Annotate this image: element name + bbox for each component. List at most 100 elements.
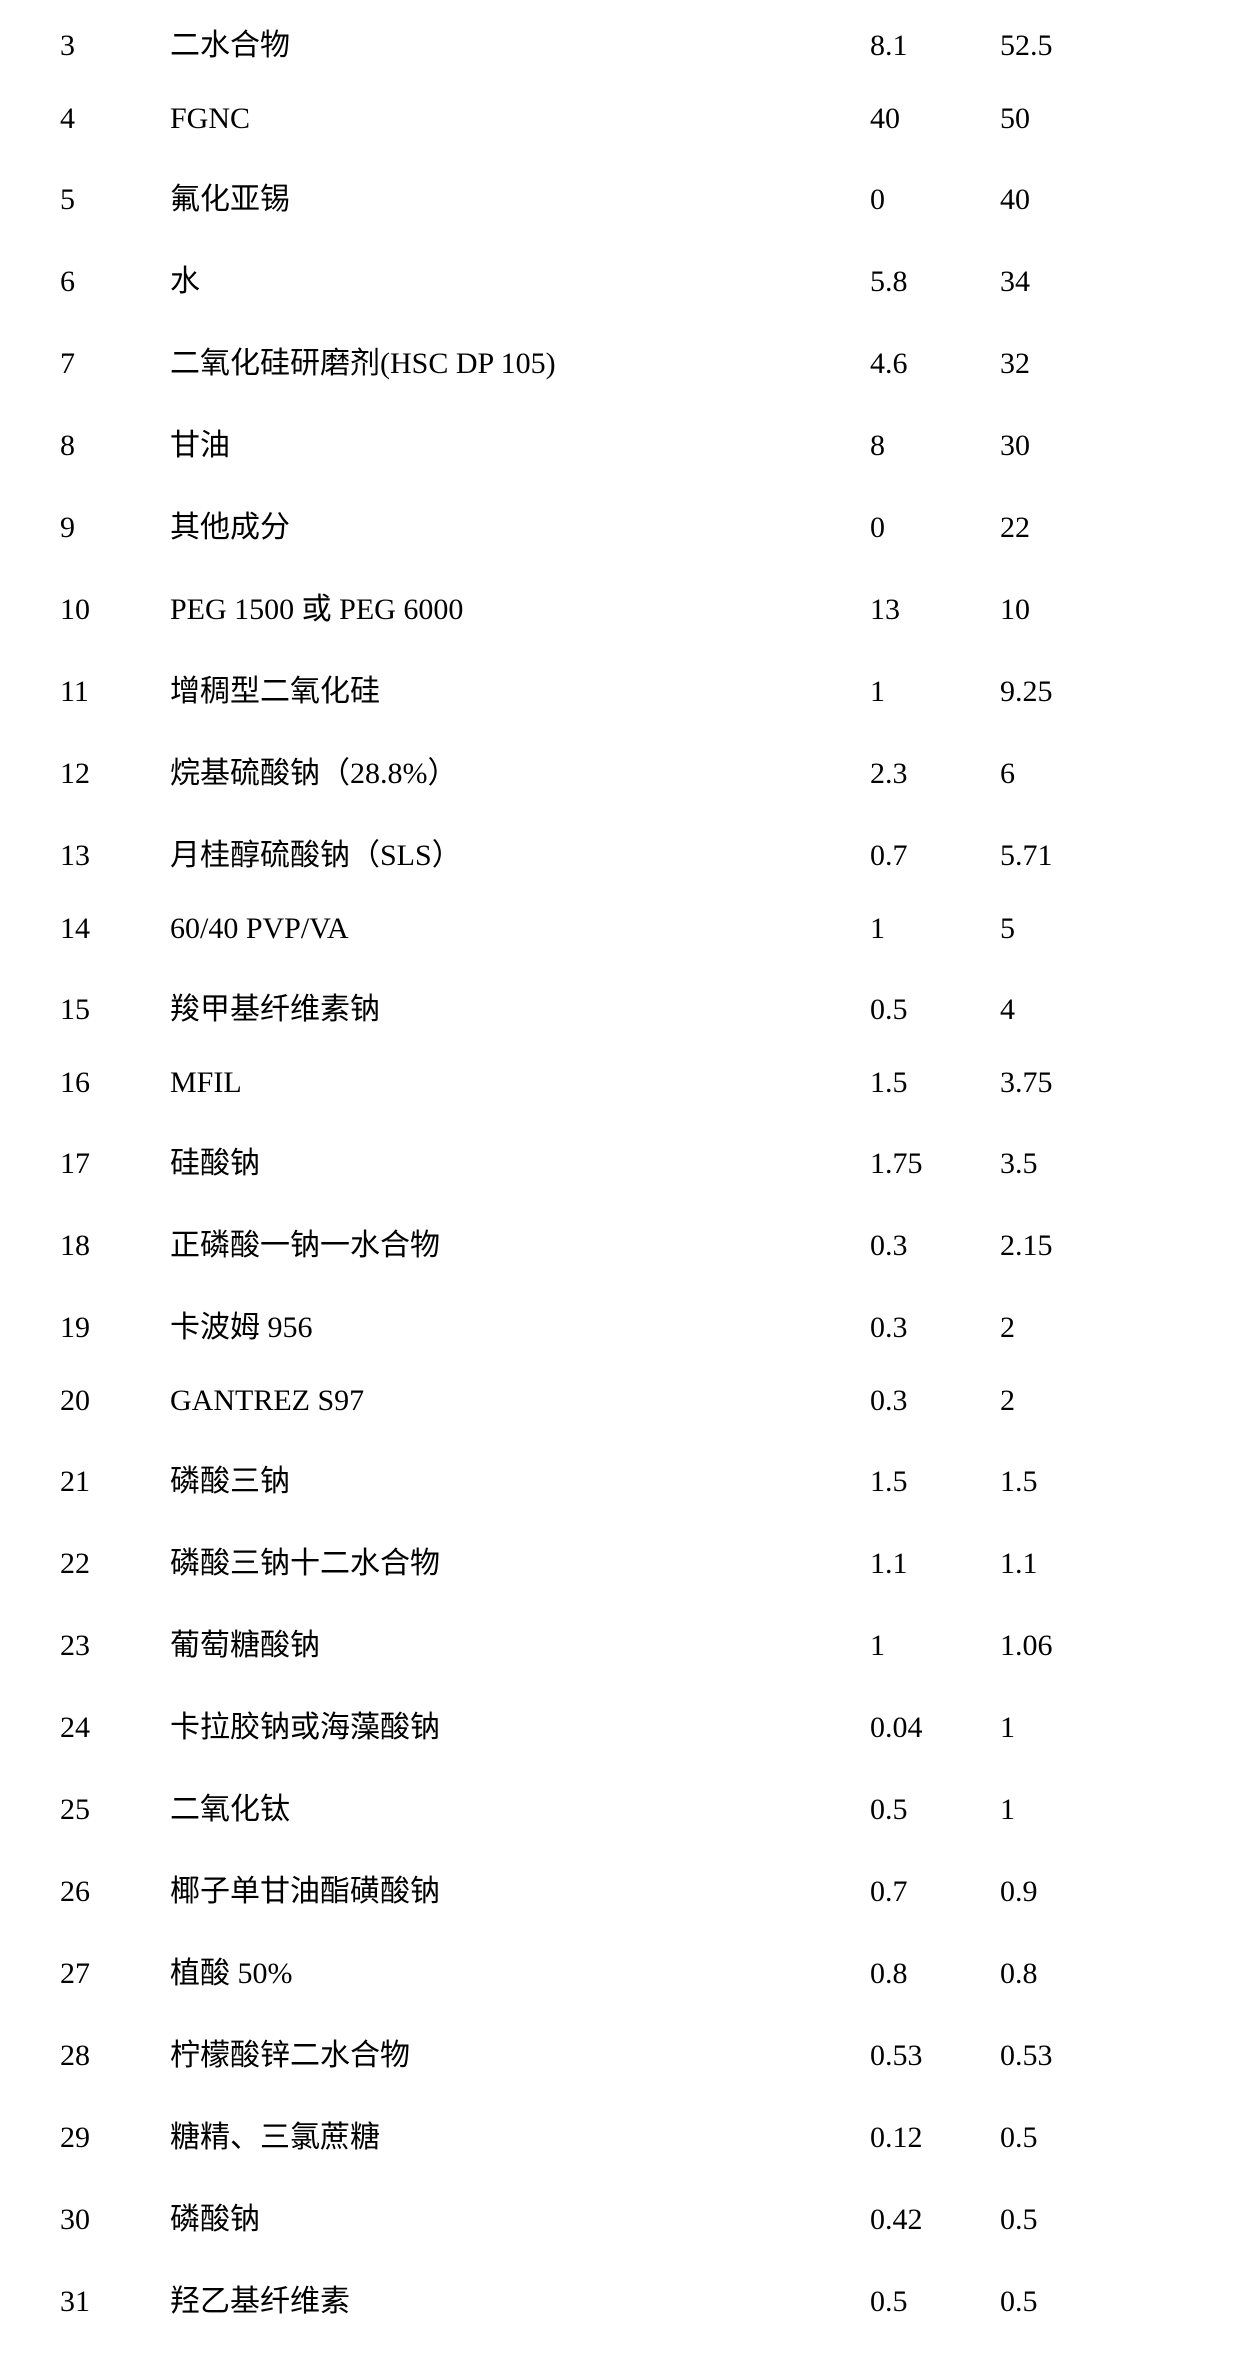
row-value-2: 5 [1000,912,1130,946]
row-value-1: 13 [870,593,1000,627]
table-row: 7二氧化硅研磨剂(HSC DP 105)4.632 [60,338,1180,382]
row-ingredient: PEG 1500 或 PEG 6000 [170,584,870,628]
row-ingredient: MFIL [170,1066,870,1100]
row-value-2: 0.53 [1000,2039,1130,2073]
row-value-2: 0.5 [1000,2121,1130,2155]
row-index: 27 [60,1957,170,1991]
row-index: 19 [60,1311,170,1345]
row-value-2: 1 [1000,1711,1130,1745]
table-row: 20GANTREZ S970.32 [60,1384,1180,1418]
row-value-1: 8 [870,429,1000,463]
row-value-1: 0.5 [870,1793,1000,1827]
row-index: 24 [60,1711,170,1745]
row-value-1: 0.12 [870,2121,1000,2155]
row-value-2: 2 [1000,1311,1130,1345]
table-row: 29糖精、三氯蔗糖0.120.5 [60,2112,1180,2156]
row-ingredient: 其他成分 [170,502,870,546]
row-value-1: 0.3 [870,1229,1000,1263]
table-row: 1460/40 PVP/VA15 [60,912,1180,946]
row-value-1: 2.3 [870,757,1000,791]
row-index: 28 [60,2039,170,2073]
row-value-2: 50 [1000,102,1130,136]
row-value-1: 1 [870,675,1000,709]
row-value-2: 3.75 [1000,1066,1130,1100]
row-index: 20 [60,1384,170,1418]
row-index: 18 [60,1229,170,1263]
row-ingredient: 磷酸三钠十二水合物 [170,1538,870,1582]
row-value-1: 1.5 [870,1066,1000,1100]
row-value-2: 32 [1000,347,1130,381]
row-ingredient: 增稠型二氧化硅 [170,666,870,710]
table-row: 17硅酸钠1.753.5 [60,1138,1180,1182]
table-row: 21磷酸三钠1.51.5 [60,1456,1180,1500]
row-ingredient: 正磷酸一钠一水合物 [170,1220,870,1264]
row-value-1: 1.1 [870,1547,1000,1581]
row-ingredient: 糖精、三氯蔗糖 [170,2112,870,2156]
row-value-1: 5.8 [870,265,1000,299]
table-row: 13月桂醇硫酸钠（SLS）0.75.71 [60,830,1180,874]
row-index: 13 [60,839,170,873]
row-ingredient: 植酸 50% [170,1948,870,1992]
row-index: 4 [60,102,170,136]
row-value-2: 4 [1000,993,1130,1027]
row-ingredient: 磷酸三钠 [170,1456,870,1500]
table-row: 12烷基硫酸钠（28.8%）2.36 [60,748,1180,792]
table-row: 11增稠型二氧化硅19.25 [60,666,1180,710]
row-ingredient: 二水合物 [170,20,870,64]
row-value-2: 0.8 [1000,1957,1130,1991]
row-value-1: 0.42 [870,2203,1000,2237]
row-ingredient: 60/40 PVP/VA [170,912,870,946]
row-ingredient: 葡萄糖酸钠 [170,1620,870,1664]
row-value-2: 30 [1000,429,1130,463]
row-value-1: 8.1 [870,29,1000,63]
table-row: 10PEG 1500 或 PEG 60001310 [60,584,1180,628]
row-index: 17 [60,1147,170,1181]
table-row: 8甘油830 [60,420,1180,464]
row-value-2: 0.5 [1000,2285,1130,2319]
row-index: 31 [60,2285,170,2319]
row-value-2: 3.5 [1000,1147,1130,1181]
table-row: 3二水合物8.152.5 [60,20,1180,64]
row-value-2: 1 [1000,1793,1130,1827]
row-ingredient: 月桂醇硫酸钠（SLS） [170,830,870,874]
row-value-1: 4.6 [870,347,1000,381]
row-ingredient: 卡波姆 956 [170,1302,870,1346]
row-value-1: 0.53 [870,2039,1000,2073]
row-value-2: 40 [1000,183,1130,217]
row-ingredient: 卡拉胶钠或海藻酸钠 [170,1702,870,1746]
row-value-1: 0.3 [870,1384,1000,1418]
table-row: 6水5.834 [60,256,1180,300]
row-value-1: 0.5 [870,993,1000,1027]
row-value-1: 0.3 [870,1311,1000,1345]
row-value-1: 0.04 [870,1711,1000,1745]
row-index: 6 [60,265,170,299]
row-index: 30 [60,2203,170,2237]
row-ingredient: 羧甲基纤维素钠 [170,984,870,1028]
row-index: 10 [60,593,170,627]
table-row: 24卡拉胶钠或海藻酸钠0.041 [60,1702,1180,1746]
table-row: 19卡波姆 9560.32 [60,1302,1180,1346]
row-ingredient: FGNC [170,102,870,136]
row-value-1: 0 [870,511,1000,545]
row-ingredient: 水 [170,256,870,300]
row-index: 29 [60,2121,170,2155]
row-ingredient: 羟乙基纤维素 [170,2276,870,2320]
row-index: 3 [60,29,170,63]
row-index: 16 [60,1066,170,1100]
row-value-2: 9.25 [1000,675,1130,709]
table-row: 4FGNC4050 [60,102,1180,136]
row-value-2: 1.5 [1000,1465,1130,1499]
table-row: 15羧甲基纤维素钠0.54 [60,984,1180,1028]
row-ingredient: 磷酸钠 [170,2194,870,2238]
row-ingredient: 硅酸钠 [170,1138,870,1182]
row-ingredient: 甘油 [170,420,870,464]
row-value-1: 0 [870,183,1000,217]
row-value-2: 1.1 [1000,1547,1130,1581]
table-row: 28柠檬酸锌二水合物0.530.53 [60,2030,1180,2074]
row-value-2: 52.5 [1000,29,1130,63]
row-index: 21 [60,1465,170,1499]
row-index: 9 [60,511,170,545]
row-value-2: 10 [1000,593,1130,627]
table-row: 9其他成分022 [60,502,1180,546]
row-value-2: 0.5 [1000,2203,1130,2237]
